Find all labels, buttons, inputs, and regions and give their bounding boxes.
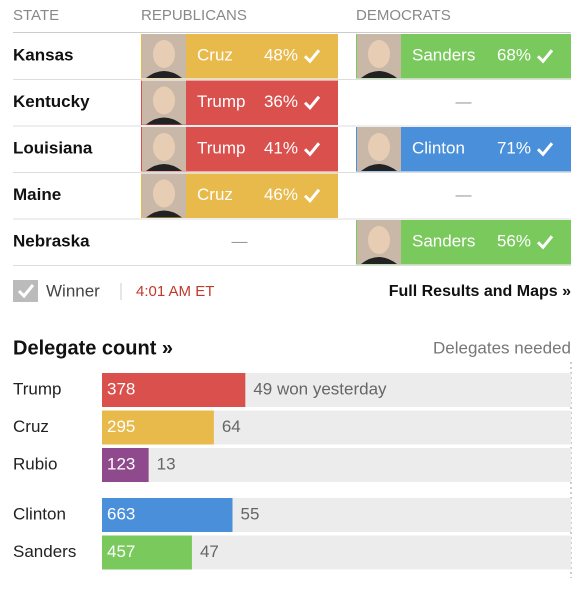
winner-name: Cruz bbox=[197, 46, 233, 65]
winner-pct: 56% bbox=[497, 232, 531, 251]
check bbox=[536, 49, 554, 64]
winner-pct: 48% bbox=[264, 46, 298, 65]
delegate-value: 378 bbox=[107, 379, 135, 398]
check bbox=[303, 142, 321, 157]
photo-face bbox=[368, 40, 390, 68]
photo-face bbox=[153, 133, 175, 161]
header-democrats: DEMOCRATS bbox=[356, 7, 451, 24]
legend-time: 4:01 AM ET bbox=[136, 283, 214, 300]
winner-name: Trump bbox=[197, 92, 246, 111]
winner-check bbox=[17, 284, 35, 299]
winner-pct: 71% bbox=[497, 139, 531, 158]
delegate-bar bbox=[102, 448, 149, 482]
check bbox=[303, 188, 321, 203]
photo-suit bbox=[146, 117, 182, 125]
state-name: Kentucky bbox=[13, 92, 90, 111]
delegate-bar bbox=[102, 535, 192, 570]
delegate-value: 123 bbox=[107, 454, 135, 473]
no-result: — bbox=[456, 94, 472, 111]
winner-name: Cruz bbox=[197, 185, 233, 204]
photo-suit bbox=[361, 71, 397, 78]
bar-track bbox=[102, 448, 571, 482]
state-name: Kansas bbox=[13, 46, 73, 65]
delegates-needed-label: Delegates needed bbox=[433, 338, 571, 357]
photo-suit bbox=[146, 71, 182, 78]
won-label: 47 bbox=[200, 542, 219, 561]
header-republicans: REPUBLICANS bbox=[141, 7, 247, 24]
delegate-title[interactable]: Delegate count » bbox=[13, 337, 173, 359]
winner-name: Trump bbox=[197, 139, 246, 158]
state-name: Maine bbox=[13, 185, 61, 204]
delegate-value: 457 bbox=[107, 542, 135, 561]
photo-suit bbox=[146, 210, 182, 218]
won-label: 13 bbox=[157, 454, 176, 473]
won-label: 55 bbox=[240, 504, 259, 523]
delegate-bar bbox=[102, 373, 246, 407]
candidate-name: Cruz bbox=[13, 417, 49, 436]
candidate-name: Sanders bbox=[13, 542, 76, 561]
winner-swatch bbox=[13, 280, 38, 302]
delegate-value: 295 bbox=[107, 417, 135, 436]
photo-face bbox=[153, 179, 175, 208]
winner-name: Sanders bbox=[412, 232, 475, 251]
winner-pct: 68% bbox=[497, 46, 531, 65]
winner-name: Sanders bbox=[412, 46, 475, 65]
state-name: Nebraska bbox=[13, 232, 90, 251]
candidate-name: Rubio bbox=[13, 454, 57, 473]
delegate-bar bbox=[102, 410, 214, 445]
results-link[interactable]: Full Results and Maps » bbox=[389, 283, 571, 300]
photo-face bbox=[153, 86, 175, 115]
legend-winner: Winner bbox=[46, 281, 100, 300]
winner-pct: 36% bbox=[264, 92, 298, 111]
winner-pct: 46% bbox=[264, 185, 298, 204]
check bbox=[536, 235, 554, 250]
photo-face bbox=[153, 40, 175, 68]
photo-suit bbox=[361, 164, 397, 171]
won-label: 49 won yesterday bbox=[253, 379, 387, 398]
state-name: Louisiana bbox=[13, 139, 93, 158]
photo-suit bbox=[146, 164, 182, 171]
no-result: — bbox=[232, 233, 248, 250]
check bbox=[303, 95, 321, 110]
check bbox=[303, 49, 321, 64]
photo-face bbox=[368, 226, 390, 254]
winner-pct: 41% bbox=[264, 139, 298, 158]
delegate-value: 663 bbox=[107, 504, 135, 523]
delegate-bar bbox=[102, 498, 233, 532]
candidate-name: Trump bbox=[13, 379, 62, 398]
check bbox=[536, 142, 554, 157]
photo-face bbox=[368, 133, 390, 161]
photo-suit bbox=[361, 257, 397, 264]
won-label: 64 bbox=[222, 417, 241, 436]
candidate-name: Clinton bbox=[13, 504, 66, 523]
winner-name: Clinton bbox=[412, 139, 465, 158]
no-result: — bbox=[456, 187, 472, 204]
header-state: STATE bbox=[13, 7, 59, 24]
